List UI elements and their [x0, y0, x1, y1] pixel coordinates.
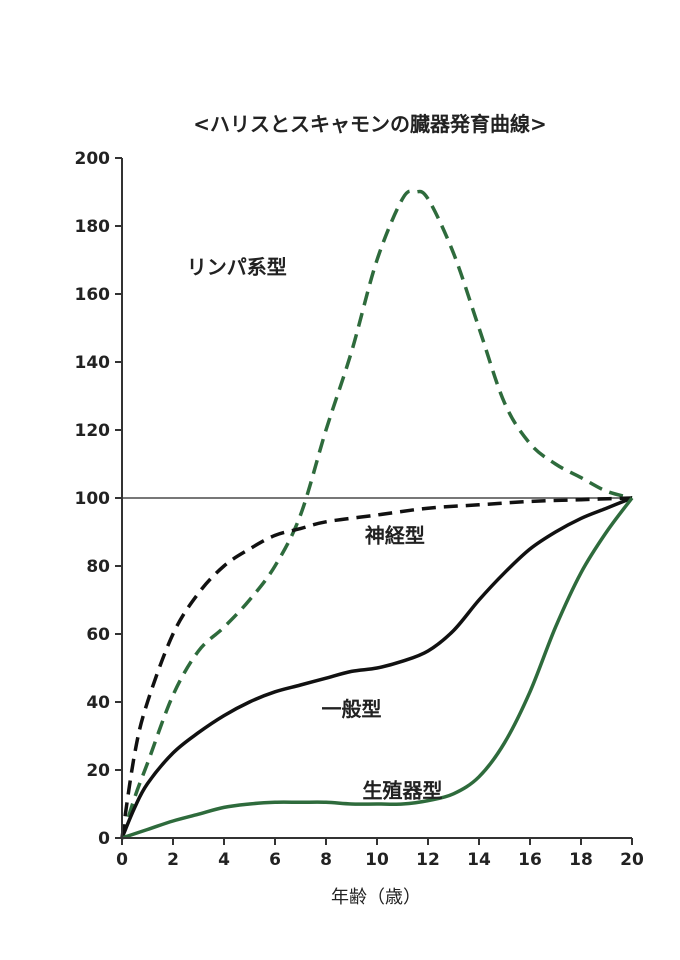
neural-series-label: 神経型 — [365, 523, 425, 547]
x-tick-label: 6 — [269, 850, 281, 870]
reproductive-series-line — [121, 496, 634, 840]
x-tick-label: 2 — [167, 850, 179, 870]
y-tick-label: 200 — [75, 149, 111, 169]
neural-series-line — [120, 496, 633, 839]
x-ticks: 0 2 4 6 8 10 12 14 16 18 20 — [116, 838, 644, 870]
x-tick-label: 14 — [467, 850, 491, 870]
x-tick-label: 12 — [416, 850, 440, 870]
x-tick-label: 0 — [116, 850, 128, 870]
y-ticks: 0 20 40 60 80 100 120 140 160 180 200 — [75, 149, 122, 849]
y-tick-label: 160 — [75, 285, 111, 305]
y-tick-label: 140 — [75, 353, 111, 373]
reproductive-series-label: 生殖器型 — [363, 778, 443, 802]
series-group — [120, 189, 634, 840]
x-axis-label: 年齢（歳） — [331, 887, 421, 908]
x-tick-label: 16 — [518, 850, 542, 870]
y-tick-label: 60 — [86, 625, 110, 645]
general-series-line — [120, 496, 633, 839]
x-tick-label: 8 — [320, 850, 332, 870]
x-tick-label: 4 — [218, 850, 230, 870]
lymphoid-series-label: リンパ系型 — [187, 255, 287, 279]
y-tick-label: 0 — [98, 829, 110, 849]
y-tick-label: 180 — [75, 217, 111, 237]
y-tick-label: 40 — [86, 693, 110, 713]
y-tick-label: 20 — [86, 761, 110, 781]
y-tick-label: 80 — [86, 557, 110, 577]
x-tick-label: 20 — [620, 850, 644, 870]
general-series-label: 一般型 — [322, 697, 382, 721]
y-tick-label: 120 — [75, 421, 111, 441]
lymphoid-series-line — [120, 189, 633, 839]
chart-title: <ハリスとスキャモンの臓器発育曲線> — [193, 112, 547, 136]
x-tick-label: 18 — [569, 850, 593, 870]
y-tick-label: 100 — [75, 489, 111, 509]
plot-area: 0 2 4 6 8 10 12 14 16 18 20 0 20 40 60 80 100 120 140 160 1… — [75, 149, 644, 870]
x-tick-label: 10 — [365, 850, 389, 870]
